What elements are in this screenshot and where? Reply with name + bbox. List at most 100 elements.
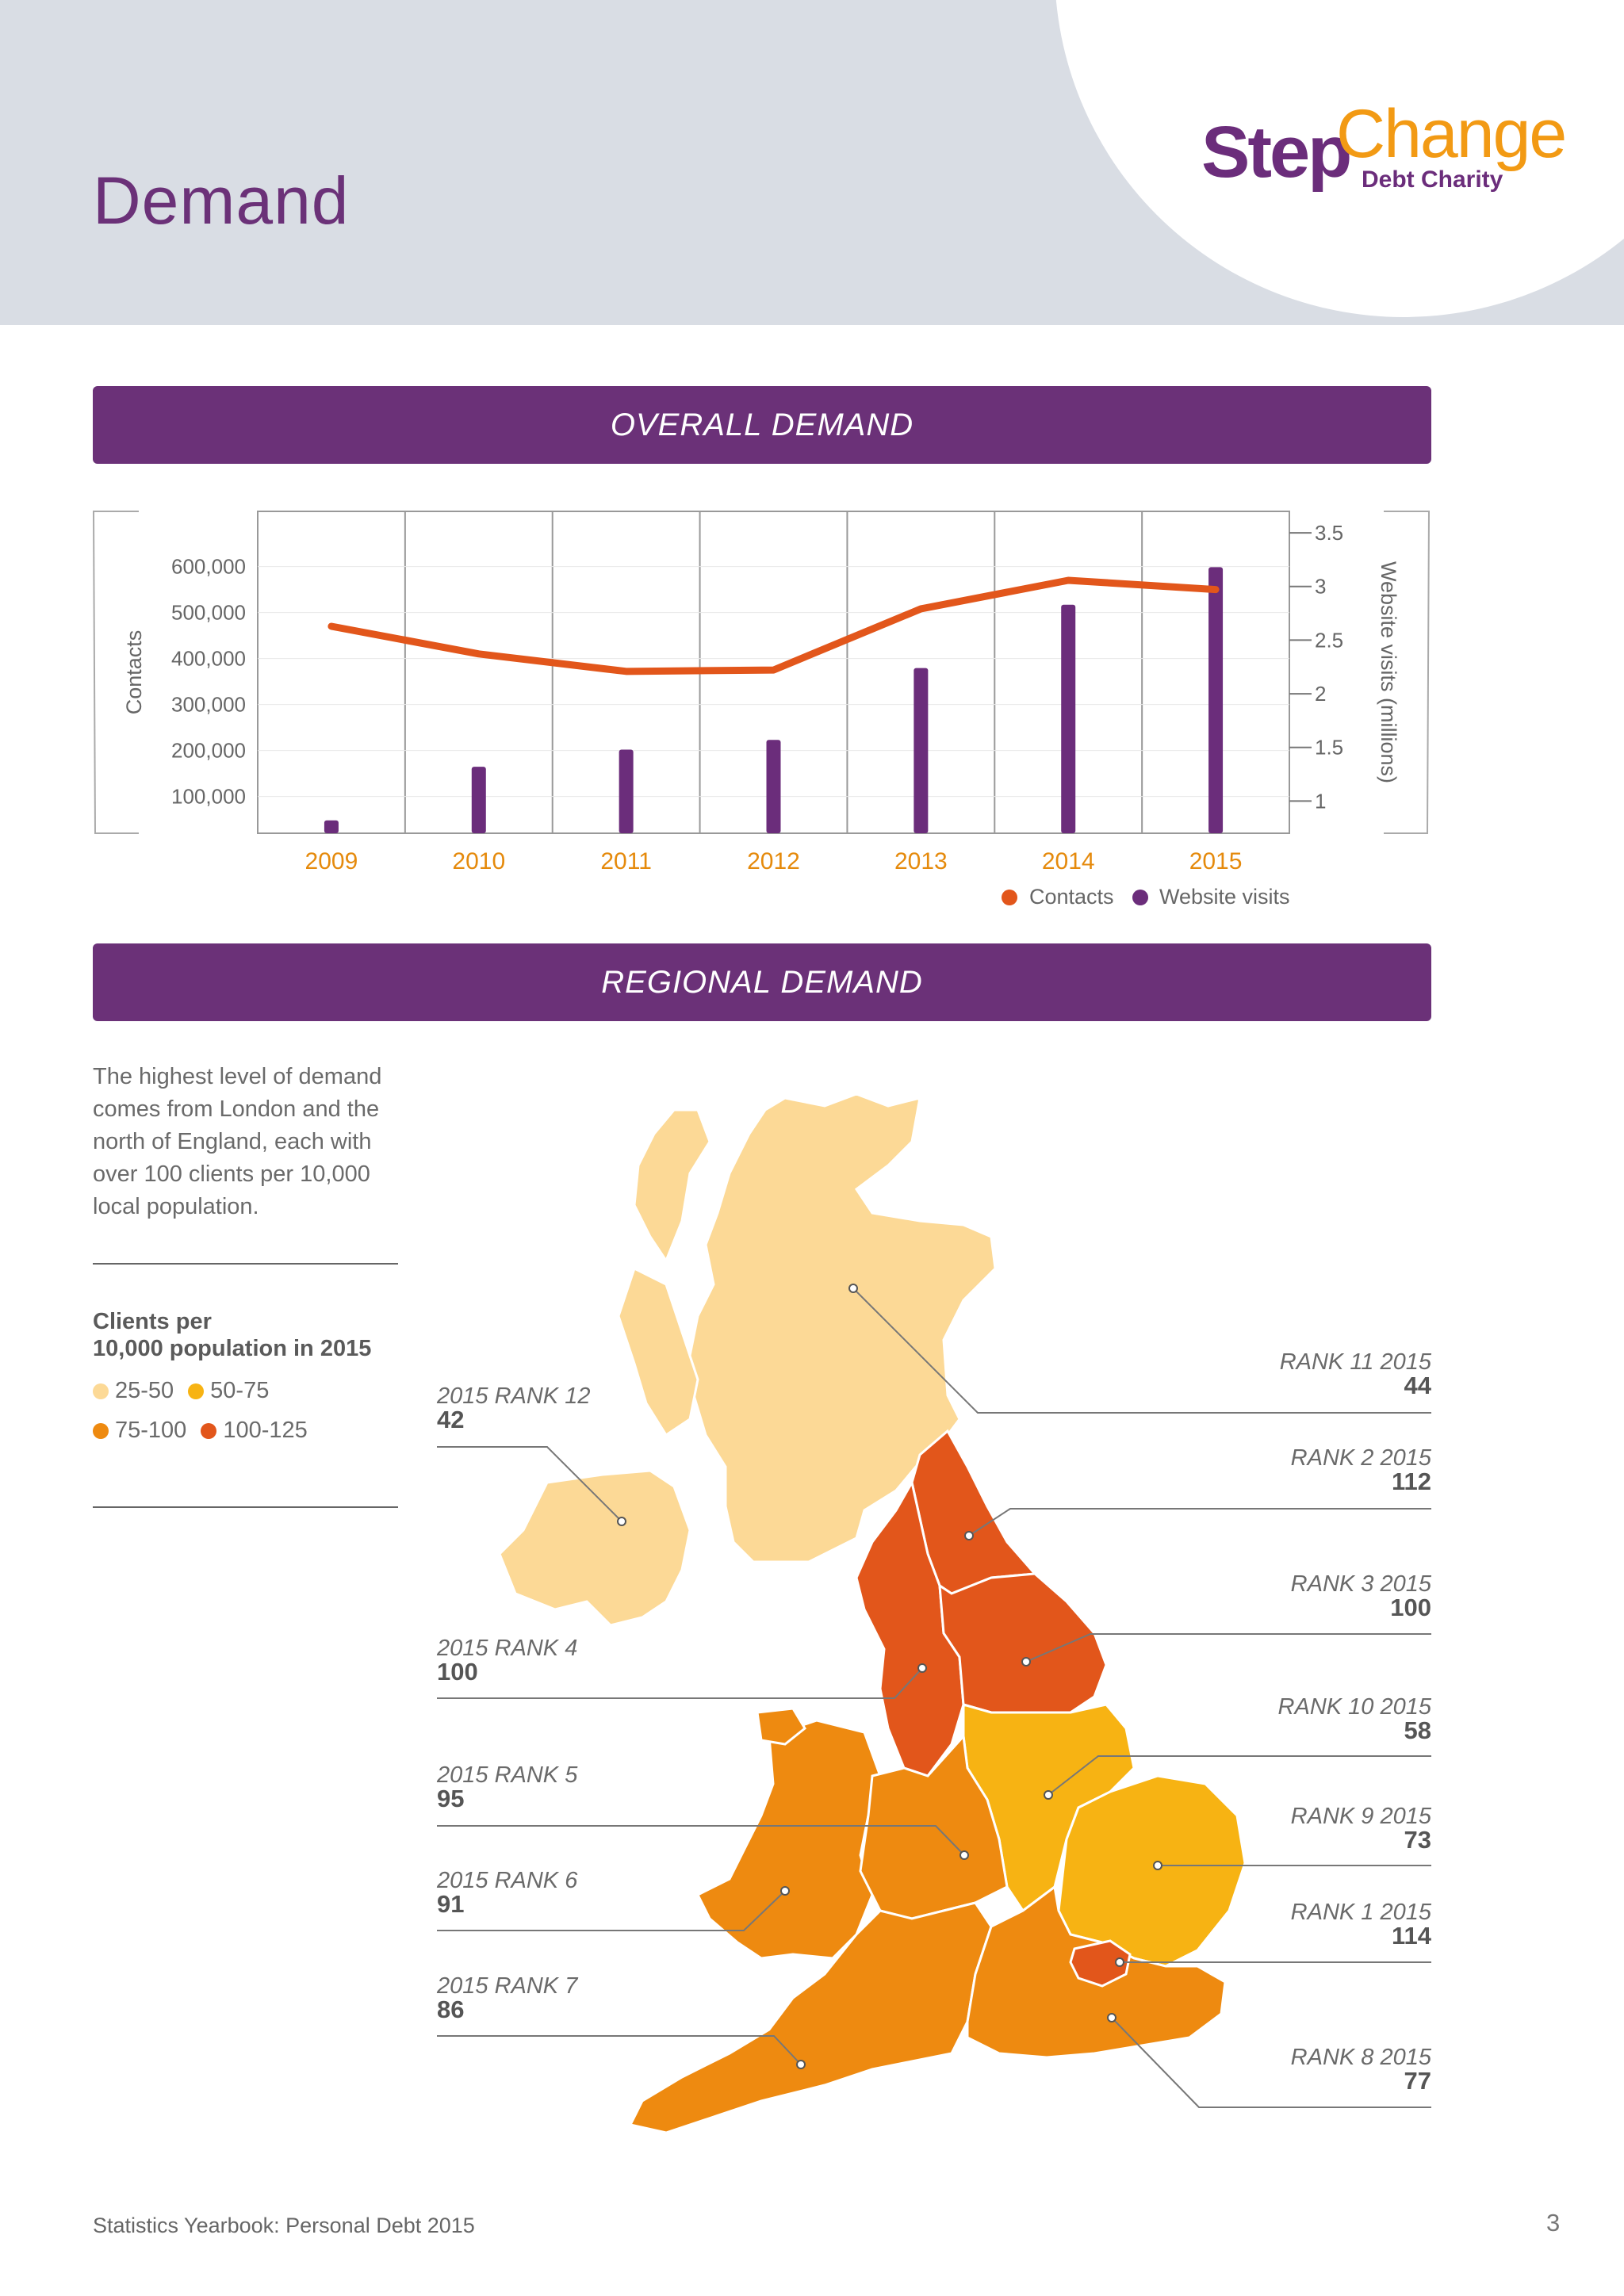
chart-point-contacts: [771, 668, 776, 673]
chart-y2tick-label: 2: [1315, 682, 1326, 706]
callout-yorkshire: RANK 3 2015 100: [1291, 1572, 1431, 1620]
footer-publication: Statistics Yearbook: Personal Debt 2015: [93, 2214, 475, 2237]
chart-bar-website-visits: [766, 740, 781, 833]
chart-xtick-label: 2014: [1042, 848, 1095, 874]
marker-east-midlands: [1044, 1790, 1053, 1800]
callout-value: 44: [1404, 1372, 1431, 1399]
callout-wales: 2015 RANK 6 91: [437, 1869, 577, 1916]
map-markers: [617, 1284, 1162, 2069]
callout-west-midlands: 2015 RANK 5 95: [437, 1763, 577, 1811]
chart-ytick-label: 500,000: [171, 601, 246, 625]
chart-xtick-label: 2011: [600, 848, 652, 874]
callout-scotland: RANK 11 2015 44: [1280, 1350, 1431, 1398]
chart-y2tick-label: 2.5: [1315, 628, 1343, 652]
regional-intro-text: The highest level of demand comes from L…: [93, 1064, 382, 1219]
marker-london: [1115, 1957, 1124, 1967]
page-number: 3: [1546, 2209, 1561, 2237]
chart-ytick-label: 400,000: [171, 647, 246, 671]
callout-value: 100: [1390, 1594, 1431, 1621]
legend-item-50-75: 50-75: [188, 1378, 269, 1404]
callout-rank: RANK 10 2015: [1277, 1694, 1431, 1720]
marker-south-east: [1107, 2013, 1116, 2022]
logo-subtitle: Debt Charity: [1362, 166, 1503, 193]
chart-right-bracket: [1384, 511, 1431, 834]
callout-value: 77: [1404, 2067, 1431, 2095]
chart-ytick-label: 300,000: [171, 693, 246, 717]
leader-yorkshire: [1025, 1633, 1431, 1663]
callout-rank: 2015 RANK 5: [437, 1762, 578, 1788]
region-scotland: [688, 1093, 997, 1563]
chart-point-contacts: [328, 624, 334, 629]
marker-north-west: [917, 1663, 927, 1673]
map-legend-title-line1: Clients per: [93, 1309, 212, 1334]
leader-east-midlands: [1048, 1755, 1431, 1796]
chart-y2tick-label: 1.5: [1315, 736, 1343, 760]
callout-north-east: RANK 2 2015 112: [1291, 1446, 1431, 1494]
marker-yorkshire: [1021, 1657, 1031, 1667]
leader-north-east: [968, 1508, 1431, 1536]
overall-demand-chart: 100,000 200,000 300,000 400,000 500,000 600,0…: [92, 511, 1431, 909]
callout-london: RANK 1 2015 114: [1291, 1900, 1431, 1948]
logo-step-text: Step: [1201, 112, 1352, 193]
region-scotland-west-coast: [617, 1266, 699, 1437]
callout-value: 91: [437, 1890, 465, 1918]
marker-west-midlands: [959, 1850, 969, 1860]
chart-bar-website-visits: [619, 749, 634, 833]
region-london: [1069, 1939, 1132, 1988]
chart-xtick-label: 2015: [1189, 848, 1243, 874]
callout-east-midlands: RANK 10 2015 58: [1278, 1695, 1431, 1743]
map-legend-title: Clients per 10,000 population in 2015: [93, 1308, 371, 1362]
chart-ylabel: Contacts: [122, 630, 146, 715]
callout-south-east: RANK 8 2015 77: [1291, 2045, 1431, 2093]
chart-point-contacts: [623, 668, 629, 674]
callout-rank: RANK 9 2015: [1290, 1804, 1431, 1829]
chart-y2tick-label: 3: [1315, 575, 1326, 599]
chart-bar-website-visits: [914, 668, 929, 833]
logo-change-text: Change: [1336, 96, 1567, 172]
callout-value: 86: [437, 1996, 465, 2023]
uk-regional-map: [437, 1093, 1431, 2134]
map-leader-lines: [437, 1288, 1431, 2108]
callout-value: 95: [437, 1785, 465, 1812]
chart-legend-dot-website-visits: [1132, 890, 1148, 905]
callout-rank: RANK 8 2015: [1290, 2045, 1431, 2070]
legend-dot-25-50: [93, 1383, 109, 1399]
chart-point-contacts: [918, 606, 924, 611]
chart-bar-website-visits: [471, 767, 486, 833]
callout-northern-ireland: 2015 RANK 12 42: [437, 1384, 590, 1432]
chart-y2tick-label: 1: [1315, 789, 1326, 813]
chart-y2label: Website visits (millions): [1377, 561, 1400, 783]
regional-demand-header: REGIONAL DEMAND: [93, 943, 1431, 1021]
overall-demand-title: OVERALL DEMAND: [610, 408, 914, 442]
callout-rank: 2015 RANK 12: [437, 1383, 591, 1409]
callout-rank: RANK 2 2015: [1290, 1445, 1431, 1471]
chart-layer: 100,000 200,000 300,000 400,000 500,000 600,0…: [92, 511, 1431, 909]
page-title: Demand: [93, 163, 350, 238]
chart-point-contacts: [1066, 578, 1071, 583]
legend-label-50-75: 50-75: [210, 1378, 270, 1403]
marker-wales: [780, 1886, 790, 1896]
region-wales-anglesey: [756, 1707, 806, 1746]
chart-xtick-label: 2010: [452, 848, 505, 874]
map-legend-row-2: 75-100 100-125: [93, 1418, 308, 1444]
callout-rank: RANK 3 2015: [1290, 1571, 1431, 1597]
chart-legend-label-website-visits: Website visits: [1159, 885, 1290, 909]
chart-left-bracket: [92, 511, 139, 834]
map-legend-title-line2: 10,000 population in 2015: [93, 1336, 372, 1361]
callout-value: 114: [1391, 1922, 1431, 1950]
chart-point-contacts: [1213, 587, 1219, 592]
chart-point-contacts: [476, 651, 481, 656]
legend-label-100-125: 100-125: [223, 1418, 308, 1443]
regional-demand-title: REGIONAL DEMAND: [601, 965, 923, 1000]
callout-rank: RANK 11 2015: [1279, 1349, 1431, 1375]
chart-line-contacts: [327, 576, 1220, 675]
callout-rank: 2015 RANK 6: [437, 1868, 578, 1893]
chart-bar-website-visits: [1061, 604, 1076, 833]
region-scotland-isles: [633, 1108, 711, 1264]
marker-north-east: [964, 1531, 974, 1540]
legend-dot-75-100: [93, 1422, 109, 1439]
leader-north-west: [437, 1667, 923, 1699]
marker-east-of-england: [1153, 1861, 1162, 1870]
callout-east-of-england: RANK 9 2015 73: [1291, 1804, 1431, 1852]
chart-legend-dot-contacts: [1002, 890, 1017, 905]
